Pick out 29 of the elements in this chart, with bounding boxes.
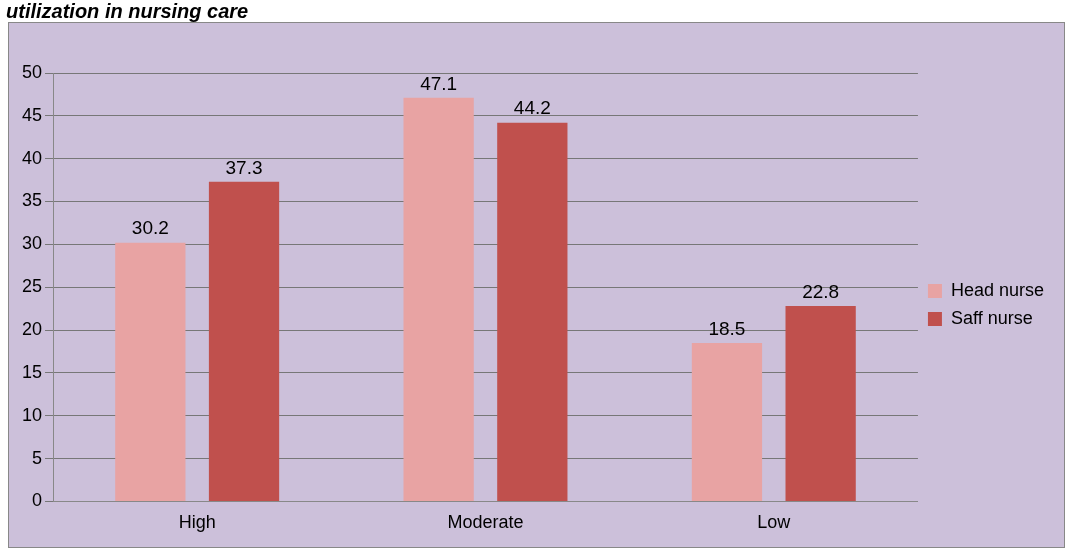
y-tick-label: 15 [21, 361, 43, 382]
bar [208, 181, 280, 501]
data-label: 22.8 [802, 280, 840, 302]
bar [691, 342, 763, 501]
chart-title: utilization in nursing care [6, 0, 249, 22]
x-tick-label: Low [757, 512, 792, 533]
y-tick-label: 0 [32, 490, 43, 511]
y-tick-label: 45 [21, 104, 43, 125]
y-tick-label: 50 [21, 61, 43, 82]
bar [403, 97, 474, 501]
legend-label: Head nurse [950, 279, 1044, 300]
legend-label: Saff nurse [950, 307, 1033, 328]
data-label: 44.2 [513, 97, 551, 119]
y-tick-label: 5 [32, 447, 43, 468]
bar [785, 306, 856, 501]
y-tick-label: 10 [21, 404, 43, 425]
bar [497, 122, 568, 501]
y-tick-label: 30 [21, 233, 43, 254]
y-tick-label: 25 [21, 276, 43, 297]
y-tick-label: 20 [21, 319, 43, 340]
data-label: 18.5 [708, 317, 746, 339]
y-tick-label: 40 [21, 147, 43, 168]
bar [115, 242, 186, 501]
y-tick-label: 35 [21, 190, 43, 211]
x-tick-label: High [178, 512, 216, 533]
x-tick-label: Moderate [447, 512, 524, 533]
data-label: 47.1 [420, 72, 458, 94]
data-label: 30.2 [131, 217, 169, 239]
data-label: 37.3 [225, 156, 263, 178]
